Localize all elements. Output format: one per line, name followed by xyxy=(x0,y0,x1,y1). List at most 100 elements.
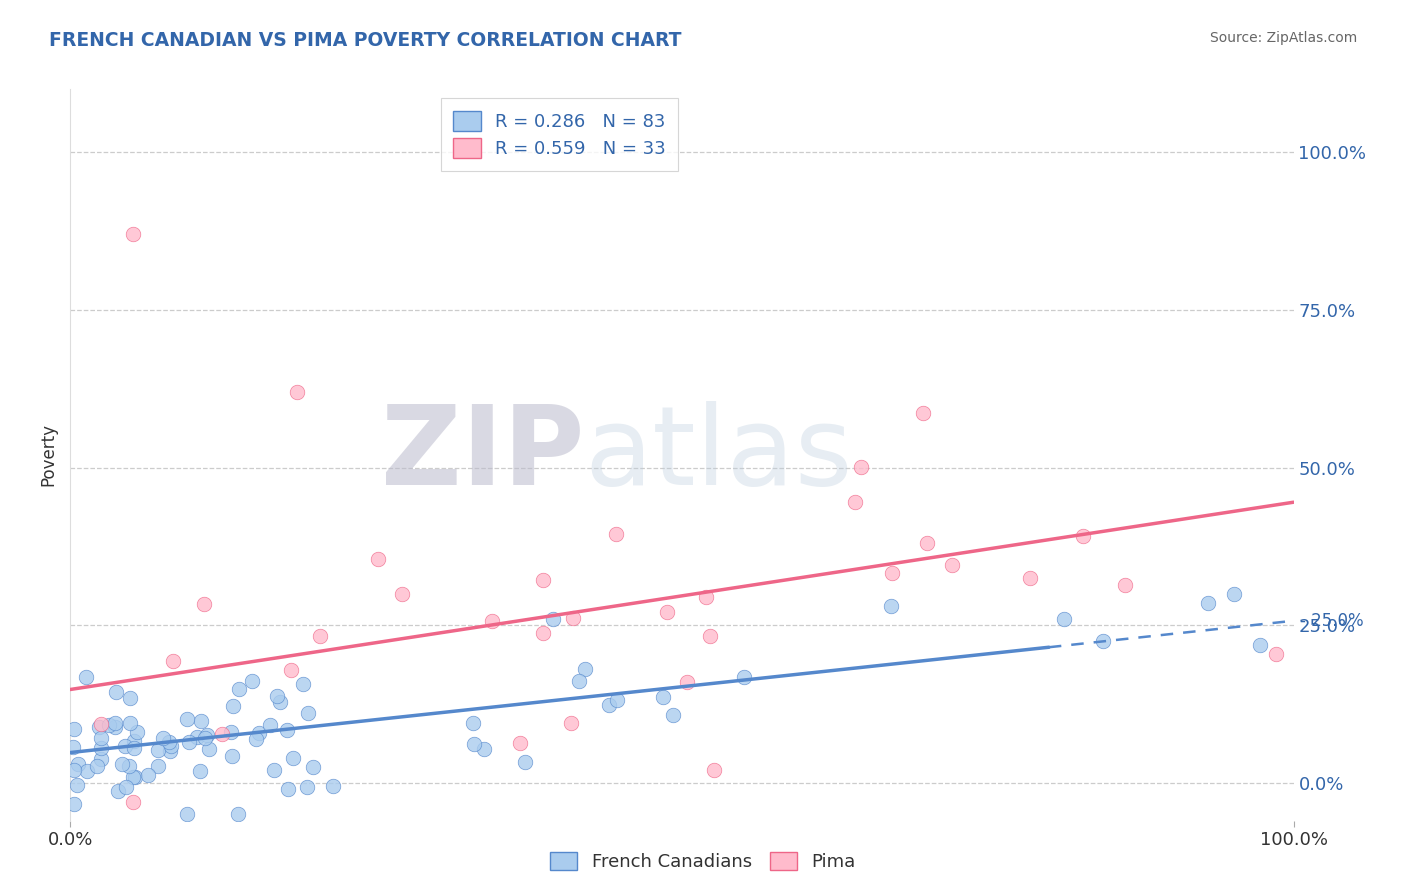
Point xyxy=(509,736,531,750)
Point xyxy=(662,707,685,722)
Point xyxy=(531,573,554,587)
Point xyxy=(107,783,129,797)
Point xyxy=(226,807,249,822)
Point xyxy=(90,717,112,731)
Point xyxy=(941,558,963,573)
Point xyxy=(249,725,271,739)
Legend: R = 0.286   N = 83, R = 0.559   N = 33: R = 0.286 N = 83, R = 0.559 N = 33 xyxy=(441,98,678,170)
Point xyxy=(1071,529,1094,543)
Point xyxy=(120,715,142,730)
Point xyxy=(76,764,98,778)
Text: - 25.0%: - 25.0% xyxy=(1299,612,1364,630)
Point xyxy=(308,629,330,643)
Point xyxy=(190,714,212,729)
Point xyxy=(186,730,208,744)
Point xyxy=(188,764,211,779)
Point xyxy=(560,715,582,730)
Point xyxy=(90,752,112,766)
Point xyxy=(657,605,679,619)
Point xyxy=(121,796,143,810)
Point xyxy=(62,722,84,736)
Point xyxy=(157,734,180,748)
Point xyxy=(66,778,89,792)
Point xyxy=(322,780,344,794)
Point xyxy=(474,742,496,756)
Point xyxy=(391,587,413,601)
Point xyxy=(263,763,285,777)
Point xyxy=(89,720,111,734)
Point xyxy=(880,599,903,614)
Point xyxy=(122,740,145,755)
Point xyxy=(281,751,304,765)
Point xyxy=(219,725,242,739)
Point xyxy=(606,692,628,706)
Point xyxy=(104,720,127,734)
Point xyxy=(513,755,536,769)
Point xyxy=(915,536,938,550)
Point xyxy=(533,626,555,640)
Point xyxy=(97,718,120,732)
Point xyxy=(104,684,127,698)
Point xyxy=(1052,612,1074,626)
Point xyxy=(295,780,318,795)
Point xyxy=(240,674,263,689)
Point xyxy=(198,741,221,756)
Point xyxy=(367,551,389,566)
Point xyxy=(152,731,174,745)
Point xyxy=(162,655,184,669)
Point xyxy=(291,676,314,690)
Point xyxy=(159,744,181,758)
Point xyxy=(176,807,198,822)
Point xyxy=(176,712,198,726)
Point xyxy=(1223,587,1246,601)
Point xyxy=(90,741,112,756)
Point xyxy=(124,770,146,784)
Point xyxy=(297,706,319,721)
Point xyxy=(301,760,323,774)
Point xyxy=(160,739,183,754)
Point xyxy=(114,780,136,794)
Text: Source: ZipAtlas.com: Source: ZipAtlas.com xyxy=(1209,31,1357,45)
Point xyxy=(136,768,159,782)
Point xyxy=(598,698,620,713)
Point xyxy=(1197,595,1219,609)
Point xyxy=(567,673,589,688)
Point xyxy=(280,664,302,678)
Text: FRENCH CANADIAN VS PIMA POVERTY CORRELATION CHART: FRENCH CANADIAN VS PIMA POVERTY CORRELAT… xyxy=(49,31,682,50)
Point xyxy=(844,495,866,509)
Point xyxy=(63,763,86,777)
Point xyxy=(104,716,127,731)
Point xyxy=(703,763,725,777)
Point xyxy=(463,737,485,751)
Point xyxy=(110,757,132,772)
Point xyxy=(733,670,755,684)
Point xyxy=(114,739,136,753)
Point xyxy=(211,727,233,741)
Point xyxy=(541,612,564,626)
Point xyxy=(1264,648,1286,662)
Point xyxy=(66,756,89,771)
Point xyxy=(676,675,699,690)
Point xyxy=(122,733,145,747)
Point xyxy=(259,717,281,731)
Point xyxy=(125,725,148,739)
Point xyxy=(266,690,288,704)
Point xyxy=(63,797,86,811)
Point xyxy=(849,460,872,475)
Point xyxy=(880,566,903,580)
Point xyxy=(461,715,484,730)
Point xyxy=(62,739,84,754)
Point xyxy=(269,695,291,709)
Legend: French Canadians, Pima: French Canadians, Pima xyxy=(543,845,863,879)
Point xyxy=(481,614,503,628)
Point xyxy=(574,662,596,676)
Point xyxy=(193,597,215,611)
Point xyxy=(195,728,218,742)
Point xyxy=(86,759,108,773)
Y-axis label: Poverty: Poverty xyxy=(39,424,58,486)
Point xyxy=(122,770,145,784)
Point xyxy=(177,735,200,749)
Point xyxy=(276,723,298,737)
Point xyxy=(1114,578,1136,592)
Text: atlas: atlas xyxy=(583,401,852,508)
